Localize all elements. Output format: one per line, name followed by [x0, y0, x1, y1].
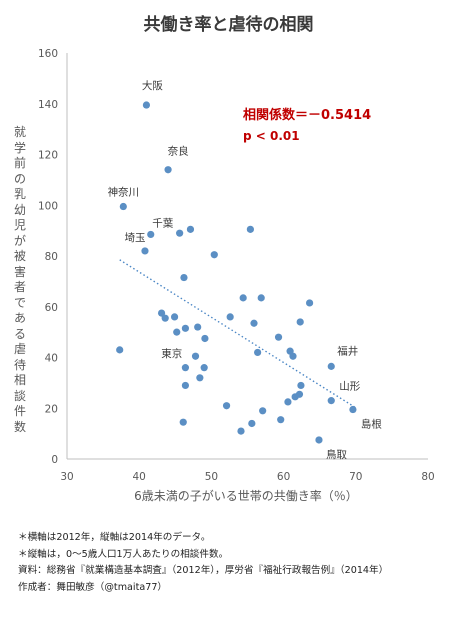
scatter-point	[295, 390, 304, 398]
scatter-point	[210, 251, 218, 259]
point-label: 島根	[361, 418, 382, 431]
axes: 0 20 40 60 80 100 120 140 160 30 40 50 60 70 80	[38, 48, 435, 483]
scatter-point	[180, 273, 188, 282]
scatter-point	[196, 374, 204, 382]
chart-title: 共働き率と虐待の相関	[143, 15, 314, 35]
scatter-point	[142, 101, 151, 109]
x-axis-label: 6歳未満の子がいる世帯の共働き率（％）	[134, 488, 358, 503]
x-tick-label: 30	[60, 471, 73, 483]
scatter-point	[200, 364, 208, 372]
y-tick-label: 160	[38, 48, 58, 60]
scatter-point	[305, 299, 314, 307]
p-value-annotation: p < 0.01	[243, 129, 300, 143]
scatter-point	[296, 318, 304, 326]
point-label: 埼玉	[124, 231, 145, 244]
scatter-point	[297, 381, 305, 390]
scatter-point	[257, 294, 265, 302]
y-tick-label: 80	[45, 251, 58, 263]
scatter-chart: 0 20 40 60 80 100 120 140 160 30 40 50 60 70 80 大阪奈良神奈…	[38, 48, 435, 503]
correlation-annotation: 相関係数＝－0.5414	[243, 107, 371, 123]
x-tick-label: 70	[349, 471, 362, 483]
scatter-point	[181, 364, 190, 372]
y-tick-label: 120	[38, 150, 58, 162]
point-label: 山形	[339, 381, 360, 393]
x-tick-label: 80	[421, 471, 434, 483]
scatter-point	[327, 362, 335, 370]
point-label: 大阪	[142, 79, 163, 92]
footnotes: ＊横軸は2012年，縦軸は2014年のデータ。 ＊縦軸は，0～5歳人口1万人あた…	[18, 530, 388, 596]
point-label: 鳥取	[326, 448, 347, 461]
scatter-point	[246, 225, 254, 233]
y-tick-label: 60	[45, 302, 58, 314]
scatter-point	[191, 352, 200, 360]
point-label: 神奈川	[108, 186, 140, 199]
y-tick-label: 40	[45, 353, 58, 365]
scatter-point	[259, 407, 267, 415]
note-line: 資料：総務省『就業構造基本調査』（2012年），厚労省『福祉行政報告例』（201…	[18, 565, 389, 576]
note-line: 作成者：舞田敏彦（@tmaita77）	[18, 581, 168, 593]
y-tick-label: 100	[38, 200, 58, 212]
note-line: ＊縦軸は，0～5歳人口1万人あたりの相談件数。	[18, 548, 229, 560]
scatter-point	[327, 397, 335, 405]
scatter-point	[248, 419, 256, 428]
y-tick-label: 20	[45, 403, 58, 415]
scatter-point	[141, 247, 149, 255]
scatter-point	[194, 323, 202, 331]
scatter-point	[277, 416, 285, 424]
x-tick-label: 40	[133, 471, 146, 483]
scatter-point	[226, 313, 234, 321]
points-layer	[116, 101, 357, 444]
trendline-layer	[119, 259, 357, 409]
scatter-point	[289, 352, 297, 360]
note-line: ＊横軸は2012年，縦軸は2014年のデータ。	[18, 532, 211, 543]
scatter-point	[274, 333, 283, 341]
scatter-point	[161, 314, 169, 322]
y-tick-label: 0	[51, 454, 58, 466]
point-label: 千葉	[152, 216, 173, 229]
y-axis-label: 就学前の乳幼児が被害者である虐待相談件数	[14, 125, 27, 434]
scatter-point	[173, 328, 181, 336]
scatter-point	[315, 436, 323, 444]
scatter-point	[147, 230, 155, 239]
scatter-point	[179, 418, 187, 426]
scatter-point	[181, 324, 190, 332]
scatter-point	[170, 313, 179, 321]
scatter-point	[181, 381, 190, 390]
scatter-point	[176, 229, 184, 237]
point-label: 東京	[161, 347, 182, 360]
scatter-point	[119, 202, 127, 211]
scatter-point	[186, 225, 195, 233]
x-tick-label: 60	[277, 471, 290, 483]
point-label: 福井	[337, 344, 358, 357]
scatter-point	[222, 402, 231, 410]
scatter-point	[164, 166, 172, 174]
point-label: 奈良	[168, 145, 189, 158]
scatter-point	[284, 398, 292, 406]
scatter-point	[349, 405, 357, 414]
trendline	[119, 259, 357, 409]
scatter-point	[254, 348, 262, 357]
x-tick-label: 50	[205, 471, 218, 483]
scatter-point	[116, 346, 124, 354]
scatter-point	[239, 294, 247, 302]
y-tick-label: 140	[38, 99, 58, 111]
scatter-point	[201, 334, 209, 343]
scatter-point	[157, 309, 166, 317]
scatter-point	[250, 319, 258, 327]
scatter-point	[237, 427, 245, 435]
